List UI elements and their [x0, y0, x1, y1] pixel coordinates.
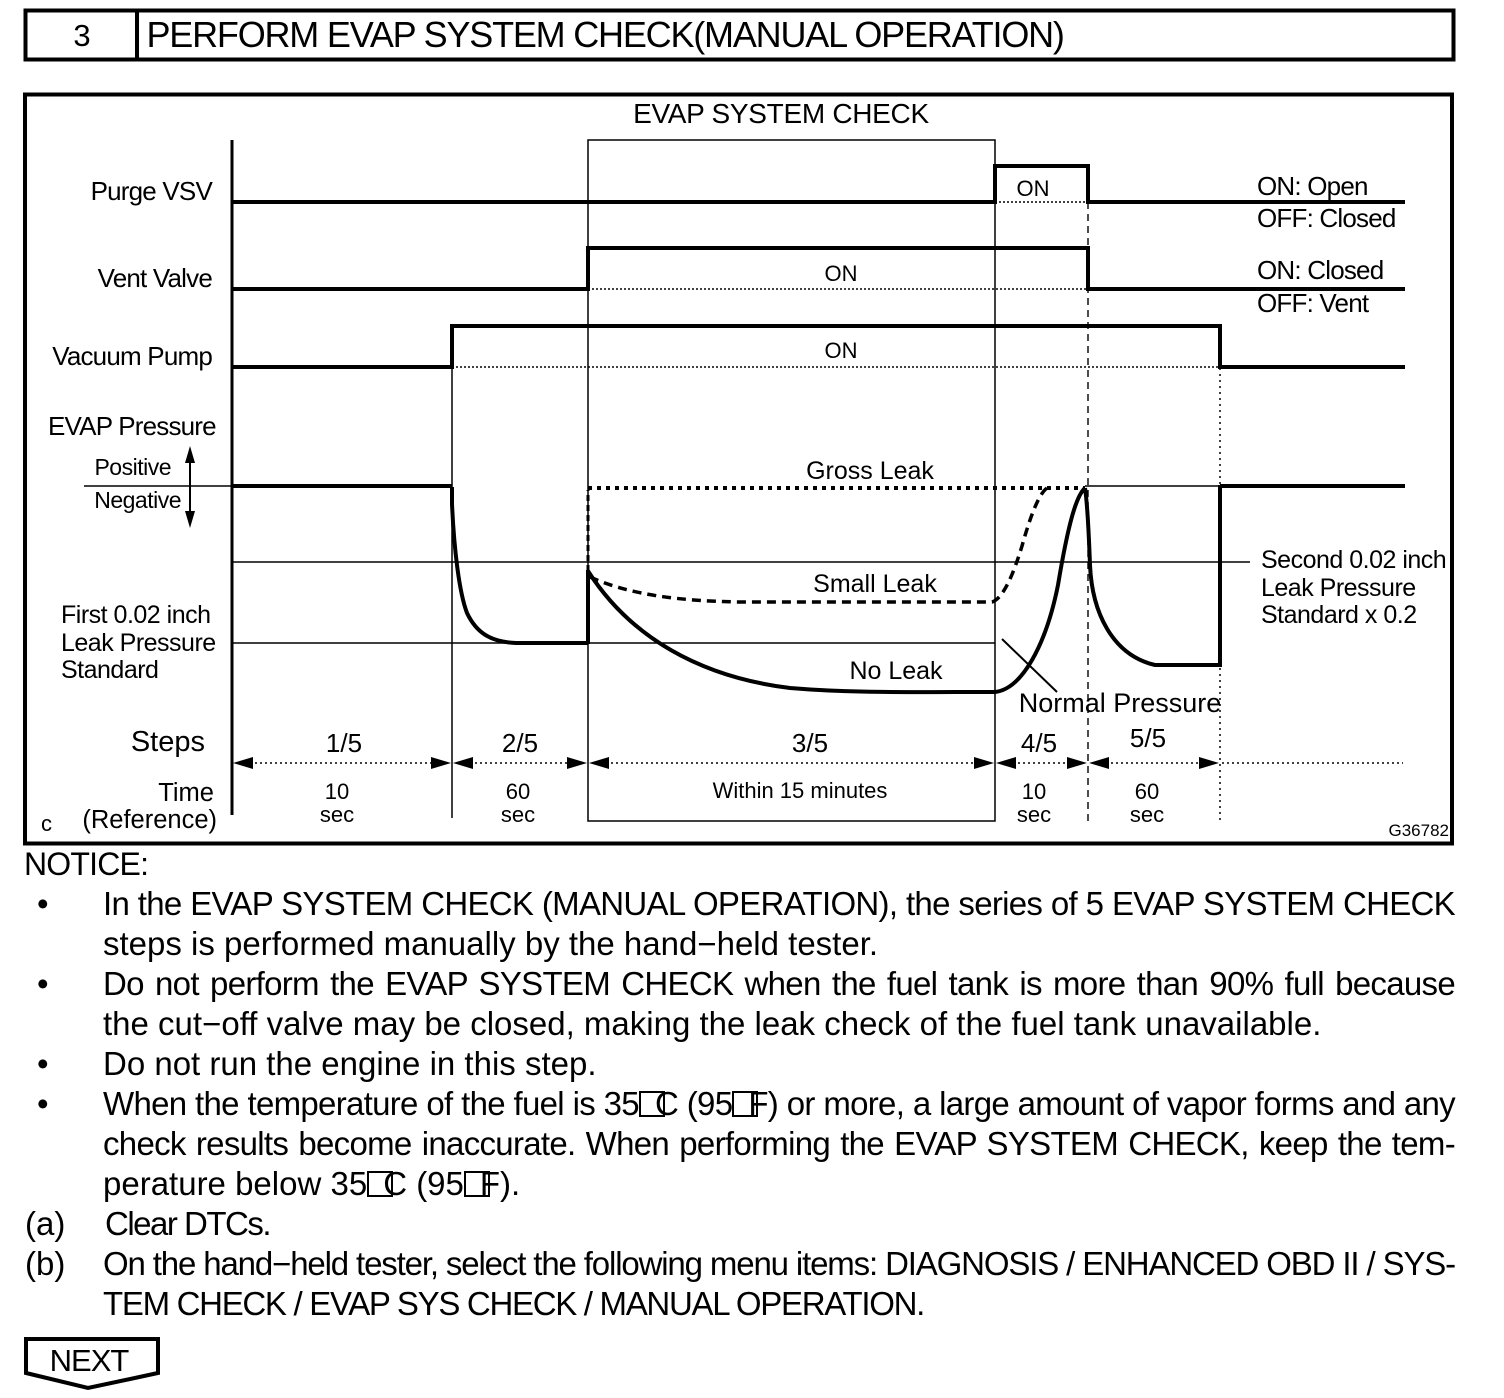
svg-text:Leak Pressure: Leak Pressure	[61, 629, 216, 657]
svg-text:2/5: 2/5	[502, 728, 538, 758]
svg-text:3: 3	[73, 18, 90, 53]
svg-text:4/5: 4/5	[1021, 728, 1057, 758]
svg-text:Purge VSV: Purge VSV	[91, 176, 214, 206]
svg-text:Gross Leak: Gross Leak	[806, 457, 934, 485]
svg-text:(Reference): (Reference)	[82, 806, 217, 834]
svg-text:EVAP Pressure: EVAP Pressure	[48, 411, 216, 441]
svg-text:ON: ON	[825, 261, 858, 286]
svg-text:Negative: Negative	[94, 487, 181, 513]
svg-text:ON: ON	[1017, 176, 1050, 201]
svg-text:Vent Valve: Vent Valve	[98, 263, 213, 293]
svg-text:No Leak: No Leak	[849, 657, 943, 685]
svg-text:Within 15 minutes: Within 15 minutes	[713, 778, 888, 803]
svg-text:Time: Time	[158, 779, 214, 807]
svg-text:EVAP SYSTEM CHECK: EVAP SYSTEM CHECK	[633, 98, 929, 129]
svg-text:Positive: Positive	[94, 454, 171, 480]
svg-text:5/5: 5/5	[1130, 723, 1166, 753]
svg-text:10: 10	[1022, 779, 1046, 804]
svg-text:NEXT: NEXT	[50, 1343, 130, 1378]
svg-text:Steps: Steps	[131, 726, 205, 758]
svg-text:10: 10	[325, 779, 349, 804]
svg-text:ON: Closed: ON: Closed	[1257, 255, 1383, 285]
svg-text:1/5: 1/5	[326, 728, 362, 758]
svg-text:c: c	[41, 811, 52, 836]
svg-text:sec: sec	[501, 802, 535, 827]
svg-text:sec: sec	[1130, 802, 1164, 827]
svg-text:60: 60	[506, 779, 530, 804]
svg-text:OFF: Vent: OFF: Vent	[1257, 288, 1370, 318]
svg-text:OFF: Closed: OFF: Closed	[1257, 203, 1396, 233]
svg-text:Second 0.02 inch: Second 0.02 inch	[1261, 546, 1446, 574]
svg-text:PERFORM EVAP SYSTEM CHECK(MANU: PERFORM EVAP SYSTEM CHECK(MANUAL OPERATI…	[147, 14, 1064, 55]
svg-text:Standard: Standard	[61, 656, 158, 684]
svg-text:Small Leak: Small Leak	[813, 570, 937, 598]
svg-text:60: 60	[1135, 779, 1159, 804]
svg-text:Vacuum Pump: Vacuum Pump	[52, 341, 212, 371]
svg-text:First 0.02 inch: First 0.02 inch	[61, 601, 211, 629]
svg-text:Normal Pressure: Normal Pressure	[1019, 688, 1222, 718]
svg-text:sec: sec	[320, 802, 354, 827]
svg-text:ON: ON	[825, 338, 858, 363]
svg-text:Leak Pressure: Leak Pressure	[1261, 574, 1416, 602]
svg-text:G36782: G36782	[1389, 821, 1450, 840]
svg-text:sec: sec	[1017, 802, 1051, 827]
svg-text:ON: Open: ON: Open	[1257, 171, 1368, 201]
svg-text:3/5: 3/5	[792, 728, 828, 758]
svg-text:Standard x 0.2: Standard x 0.2	[1261, 601, 1417, 629]
